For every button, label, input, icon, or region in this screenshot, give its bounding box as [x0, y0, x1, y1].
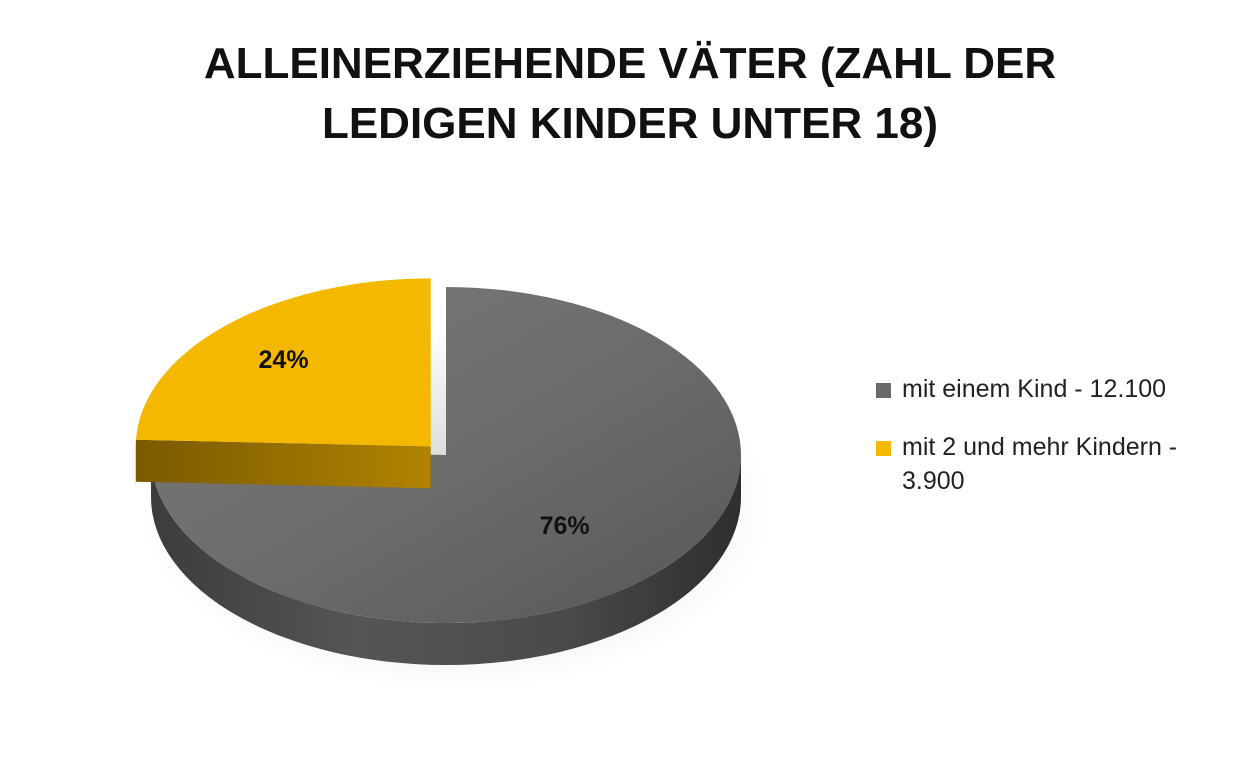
- legend-swatch-two-plus-children: [876, 441, 891, 456]
- legend: mit einem Kind - 12.100 mit 2 und mehr K…: [876, 372, 1236, 522]
- legend-label-two-plus-children: mit 2 und mehr Kindern - 3.900: [902, 433, 1178, 495]
- chart-title: ALLEINERZIEHENDE VÄTER (ZAHL DER LEDIGEN…: [0, 34, 1260, 154]
- percent-label-two-plus-children: 24%: [259, 346, 309, 374]
- legend-swatch-one-child: [876, 383, 891, 398]
- legend-label-one-child: mit einem Kind - 12.100: [902, 375, 1167, 403]
- chart-title-line-1: ALLEINERZIEHENDE VÄTER (ZAHL DER: [203, 39, 1057, 88]
- pie-slice-two-plus-children: [135, 278, 431, 447]
- pie-slice-side-two-plus-children: [135, 439, 431, 489]
- chart-title-line-2: LEDIGEN KINDER UNTER 18): [321, 99, 939, 148]
- legend-item-one-child: mit einem Kind - 12.100: [876, 372, 1236, 406]
- pie-slice-side-one-child: [151, 455, 741, 665]
- legend-item-two-plus-children: mit 2 und mehr Kindern - 3.900: [876, 430, 1236, 498]
- percent-label-one-child: 76%: [540, 512, 590, 540]
- pie-slice-one-child: [150, 287, 741, 624]
